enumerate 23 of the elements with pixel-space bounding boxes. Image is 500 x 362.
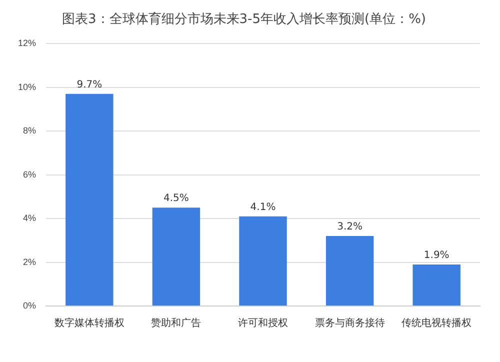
bar — [412, 264, 460, 306]
bar — [239, 216, 287, 306]
x-tick-label: 数字媒体转播权 — [54, 316, 124, 329]
y-tick-label: 2% — [23, 256, 36, 267]
y-tick-label: 0% — [23, 300, 36, 310]
x-tick-label: 许可和授权 — [238, 316, 288, 329]
y-tick-label: 8% — [23, 126, 36, 136]
chart-title: 图表3：全球体育细分市场未来3-5年收入增长率预测(单位：%) — [62, 11, 426, 28]
data-label: 4.1% — [250, 202, 276, 213]
y-tick-label: 10% — [18, 82, 36, 92]
bar — [66, 94, 114, 306]
y-tick-label: 6% — [23, 169, 36, 180]
x-tick-label: 票务与商务接待 — [314, 316, 385, 329]
y-tick-label: 12% — [18, 38, 36, 48]
x-tick-label: 传统电视转播权 — [402, 316, 472, 329]
data-label: 4.5% — [164, 193, 189, 204]
x-tick-label: 赞助和广告 — [151, 316, 202, 329]
y-tick-label: 4% — [23, 213, 36, 224]
bar — [152, 208, 200, 306]
data-label: 1.9% — [424, 250, 450, 262]
data-label: 9.7% — [76, 79, 102, 90]
data-label: 3.2% — [337, 222, 363, 233]
bar — [326, 236, 374, 306]
